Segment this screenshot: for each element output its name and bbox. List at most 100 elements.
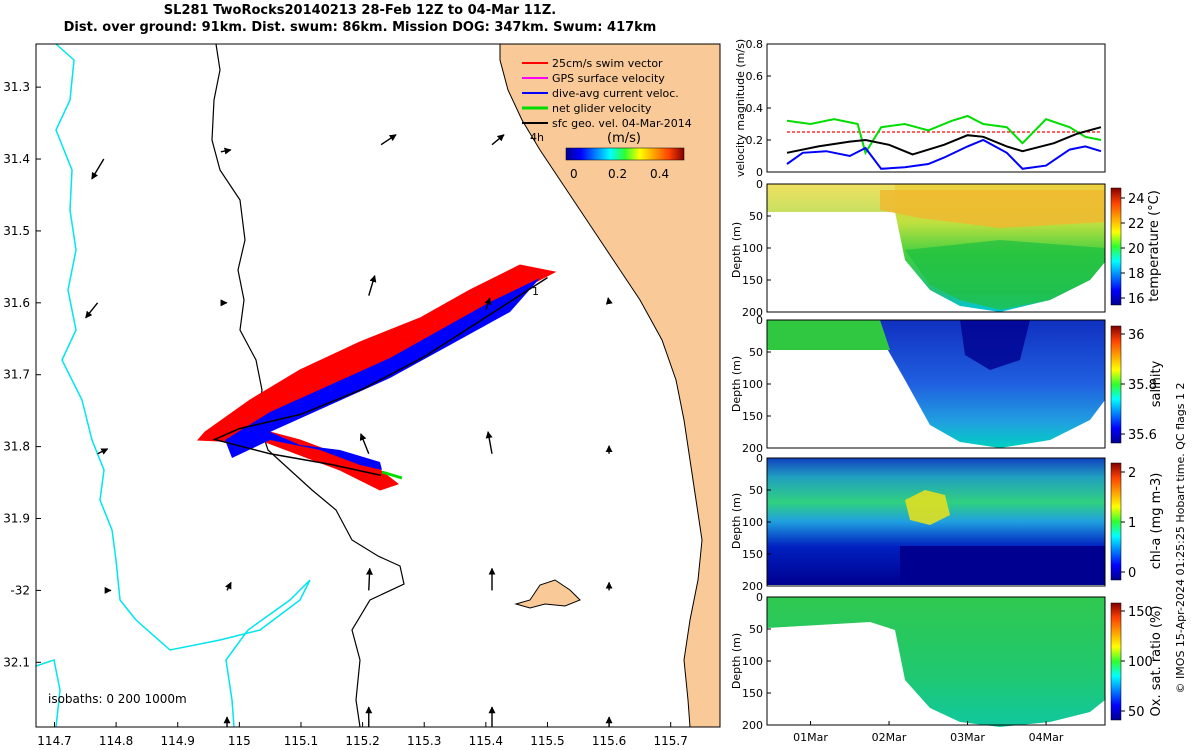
depth-tick-label: 150 bbox=[742, 274, 763, 287]
oxygen-colorbar bbox=[1110, 602, 1122, 721]
velocity-panel: 0 0.2 0.4 0.6 0.8 velocity magnitude (m/s) bbox=[734, 38, 1106, 179]
surface-velocity-arrow bbox=[491, 134, 505, 146]
map-ytick-label: -32 bbox=[10, 583, 30, 597]
isobath-legend: isobaths: 0 200 1000m bbox=[48, 692, 187, 706]
temperature-ylabel: Depth (m) bbox=[730, 222, 743, 278]
velocity-ytick-label: 0.2 bbox=[746, 134, 764, 147]
date-tick-label: 01Mar bbox=[793, 731, 828, 744]
map-xtick-label: 115 bbox=[228, 734, 251, 748]
map-xtick-label: 115.7 bbox=[654, 734, 688, 748]
surface-velocity-arrow bbox=[225, 581, 232, 591]
colorbar-tick-label: 16 bbox=[1128, 292, 1145, 307]
salinity-fresh-core bbox=[960, 320, 1030, 370]
colorbar-tick-label: 150 bbox=[1128, 605, 1153, 620]
map-xtick-label: 114.9 bbox=[161, 734, 195, 748]
velocity-series-dive-avg-current bbox=[786, 138, 1102, 170]
date-tick-label: 02Mar bbox=[872, 731, 907, 744]
map-xtick-label: 114.7 bbox=[37, 734, 71, 748]
map-ytick-label: 31.4 bbox=[3, 152, 30, 166]
surface-velocity-arrow bbox=[605, 297, 613, 305]
surface-velocity-vectors bbox=[85, 134, 613, 727]
temperature-panel: temperature (°C) Depth (m) bbox=[730, 183, 1162, 313]
depth-tick-label: 50 bbox=[749, 210, 763, 223]
temperature-mid-layer bbox=[905, 240, 1105, 310]
map-xtick-label: 115.3 bbox=[407, 734, 441, 748]
depth-tick-label: 100 bbox=[742, 378, 763, 391]
map-xtick-label: 115.6 bbox=[592, 734, 626, 748]
track-start-marker: 1 bbox=[532, 285, 539, 298]
legend-current-label: dive-avg current veloc. bbox=[552, 87, 679, 100]
depth-tick-label: 150 bbox=[742, 687, 763, 700]
velocity-ytick-label: 0.8 bbox=[746, 38, 764, 51]
salinity-colorbar-label: salinity bbox=[1149, 360, 1164, 407]
salinity-ylabel: Depth (m) bbox=[730, 356, 743, 412]
depth-tick-label: 200 bbox=[742, 580, 763, 593]
map-panel: 114.7 114.8 114.9 115 115.1 115.2 115.3 115.4 11… bbox=[3, 43, 721, 748]
map-legend: 25cm/s swim vector GPS surface velocity … bbox=[522, 57, 692, 181]
velocity-axes bbox=[766, 43, 1106, 173]
surface-velocity-arrow bbox=[368, 274, 377, 296]
oxygen-panel: Ox. sat. ratio (%) Depth (m) bbox=[730, 596, 1164, 727]
colorbar-tick-label: 1 bbox=[1128, 516, 1136, 531]
colorbar-tick-04: 0.4 bbox=[650, 167, 669, 181]
colorbar-tick-label: 35.8 bbox=[1128, 378, 1157, 393]
depth-tick-label: 200 bbox=[742, 442, 763, 455]
depth-tick-label: 0 bbox=[756, 591, 763, 604]
colorbar-tick-label: 100 bbox=[1128, 655, 1153, 670]
map-xtick-label: 115.4 bbox=[469, 734, 503, 748]
colorbar-tick-label: 20 bbox=[1128, 242, 1145, 257]
salinity-panel: salinity Depth (m) bbox=[730, 319, 1164, 449]
map-xtick-label: 115.5 bbox=[530, 734, 564, 748]
oxygen-field bbox=[767, 597, 1105, 727]
map-xtick-label: 115.1 bbox=[284, 734, 318, 748]
net-velocity-arrow bbox=[381, 470, 403, 480]
chlorophyll-colorbar bbox=[1110, 462, 1122, 581]
depth-tick-label: 0 bbox=[756, 314, 763, 327]
temperature-colorbar-label: temperature (°C) bbox=[1147, 190, 1162, 302]
chlorophyll-bloom bbox=[905, 490, 950, 525]
depth-tick-label: 0 bbox=[756, 178, 763, 191]
velocity-ytick-label: 0.6 bbox=[746, 70, 764, 83]
colorbar-tick-label: 22 bbox=[1128, 217, 1145, 232]
salinity-shelf-field bbox=[767, 320, 890, 350]
imos-footer-note: © IMOS 15-Apr-2024 01:25:25 Hobart time.… bbox=[1174, 383, 1187, 694]
depth-tick-label: 50 bbox=[749, 623, 763, 636]
depth-tick-label: 100 bbox=[742, 655, 763, 668]
map-ytick-label: 31.8 bbox=[3, 440, 30, 454]
colorbar-tick-02: 0.2 bbox=[608, 167, 627, 181]
depth-tick-label: 0 bbox=[756, 452, 763, 465]
map-xtick-label: 115.2 bbox=[345, 734, 379, 748]
chlorophyll-ylabel: Depth (m) bbox=[730, 493, 743, 549]
island bbox=[514, 579, 581, 609]
map-ytick-label: 31.3 bbox=[3, 80, 30, 94]
date-tick-label: 03Mar bbox=[950, 731, 985, 744]
map-ytick-label: 31.6 bbox=[3, 296, 30, 310]
surface-velocity-arrow bbox=[220, 147, 232, 155]
surface-velocity-arrow bbox=[485, 431, 493, 454]
oxygen-colorbar-label: Ox. sat. ratio (%) bbox=[1149, 606, 1164, 717]
velocity-series-net-glider-velocity bbox=[786, 114, 1102, 156]
date-tick-label: 04Mar bbox=[1029, 731, 1064, 744]
temperature-colorbar bbox=[1110, 187, 1122, 306]
chlorophyll-panel: chl-a (mg m-3) Depth (m) bbox=[730, 457, 1164, 587]
colorbar-tick-label: 24 bbox=[1128, 192, 1145, 207]
time-marker-label: 4h bbox=[530, 131, 544, 144]
figure-title-line1: SL281 TwoRocks20140213 28-Feb 12Z to 04-… bbox=[163, 3, 557, 18]
map-xtick-label: 114.8 bbox=[99, 734, 133, 748]
surface-velocity-arrow bbox=[484, 297, 492, 311]
legend-sfc-label: sfc geo. vel. 04-Mar-2014 bbox=[552, 117, 692, 130]
map-ytick-label: 31.5 bbox=[3, 224, 30, 238]
map-ytick-label: 31.7 bbox=[3, 368, 30, 382]
depth-tick-label: 200 bbox=[742, 719, 763, 732]
depth-tick-label: 50 bbox=[749, 346, 763, 359]
depth-tick-label: 150 bbox=[742, 410, 763, 423]
depth-tick-label: 200 bbox=[742, 306, 763, 319]
colorbar-tick-0: 0 bbox=[570, 167, 578, 181]
surface-velocity-arrow bbox=[85, 302, 99, 319]
depth-tick-label: 100 bbox=[742, 516, 763, 529]
colorbar-unit-label: (m/s) bbox=[607, 131, 641, 146]
colorbar-tick-label: 35.6 bbox=[1128, 428, 1157, 443]
colorbar-tick-label: 50 bbox=[1128, 705, 1145, 720]
map-ytick-label: 31.9 bbox=[3, 512, 30, 526]
